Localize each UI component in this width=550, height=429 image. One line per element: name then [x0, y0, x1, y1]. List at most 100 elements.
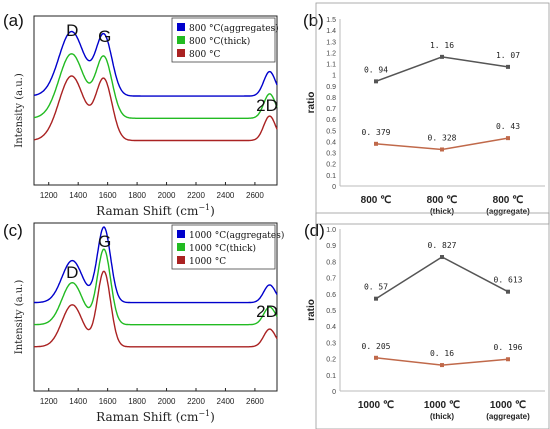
data-label: 0. 57 — [364, 283, 388, 292]
y-tick-label: 1.2 — [326, 50, 336, 57]
category-label: 800 ℃ — [361, 195, 392, 206]
y-tick-label: 1.0 — [326, 227, 336, 234]
x-axis-label-sup: −1 — [198, 203, 210, 212]
y-tick-label: 0.9 — [326, 243, 336, 250]
data-point — [506, 64, 510, 69]
series-line — [34, 270, 278, 348]
y-axis-label: Intensity (a.u.) — [14, 73, 25, 148]
panel-label-a: (a) — [3, 11, 24, 30]
legend-box — [171, 224, 276, 270]
series-line — [33, 30, 278, 97]
x-tick-label: 2000 — [158, 191, 176, 200]
y-tick-label: 1.1 — [326, 62, 336, 69]
x-axis-label-sup: −1 — [198, 409, 210, 418]
data-point — [440, 363, 444, 368]
category-sublabel: (thick) — [430, 412, 454, 421]
peak-label-2D: 2D — [256, 302, 278, 321]
x-tick-label: 2600 — [246, 191, 264, 200]
x-tick-label: 1400 — [69, 397, 87, 406]
peak-label-2D: 2D — [256, 96, 278, 115]
y-tick-label: 0.2 — [326, 162, 336, 169]
data-label: 1. 07 — [496, 51, 520, 60]
y-axis-label: ratio — [306, 299, 317, 321]
x-axis-label: Raman Shift (cm−1) — [96, 409, 215, 424]
data-label: 0. 827 — [428, 241, 457, 250]
x-tick-label: 2200 — [187, 397, 205, 406]
panel-label-d: (d) — [304, 221, 325, 240]
panel-label-b: (b) — [303, 11, 324, 30]
data-label: 0. 613 — [494, 276, 523, 285]
series-line — [34, 226, 278, 304]
legend-swatch — [177, 243, 185, 251]
x-tick-label: 2000 — [158, 397, 176, 406]
y-tick-label: 0.6 — [326, 117, 336, 124]
data-label: 1. 16 — [430, 41, 454, 50]
peak-label-G: G — [98, 27, 111, 46]
category-label: 800 ℃ — [493, 195, 524, 206]
data-label: 0. 94 — [364, 65, 388, 74]
legend-entry: 800 °C(aggregates) — [189, 23, 279, 34]
legend-entry: 1000 °C(thick) — [189, 243, 256, 254]
y-axis-label: Intensity (a.u.) — [14, 280, 25, 355]
plot-frame — [33, 15, 278, 186]
y-tick-label: 0.5 — [326, 128, 336, 135]
category-sublabel: (aggregate) — [486, 412, 530, 421]
x-axis-label-text: Raman Shift (cm — [96, 204, 199, 218]
x-tick-label: 1800 — [128, 397, 146, 406]
y-tick-label: 0.2 — [326, 357, 336, 364]
data-point — [506, 357, 510, 362]
y-tick-label: 0.4 — [326, 139, 336, 146]
x-axis-label: Raman Shift (cm−1) — [96, 203, 215, 218]
series-line — [34, 248, 278, 326]
x-tick-label: 1200 — [40, 191, 58, 200]
data-label: 0. 43 — [496, 122, 520, 131]
y-tick-label: 0.3 — [326, 340, 336, 347]
category-label: 1000 ℃ — [490, 400, 526, 411]
legend-box — [171, 17, 276, 63]
legend-entry: 1000 °C — [189, 257, 226, 267]
x-axis-label-text: Raman Shift (cm — [96, 410, 199, 424]
legend-swatch — [177, 256, 185, 264]
data-point — [374, 296, 378, 301]
x-tick-label: 1600 — [99, 191, 117, 200]
category-sublabel: (thick) — [430, 207, 454, 216]
raman-panel-a: 1200 1400 1600 1800 2000 2200 2400 2600 Raman Sh… — [14, 15, 279, 218]
y-tick-label: 0.9 — [326, 84, 336, 91]
legend-entry: 800 °C — [189, 50, 221, 60]
y-tick-label: 1 — [332, 73, 336, 80]
legend-entry: 1000 °C(aggregates) — [189, 230, 284, 241]
category-label: 1000 ℃ — [424, 400, 460, 411]
legend-swatch — [177, 230, 185, 238]
data-label: 0. 16 — [430, 349, 454, 358]
y-tick-label: 0.3 — [326, 151, 336, 158]
plot-frame — [33, 222, 278, 392]
data-point — [440, 255, 444, 260]
x-axis-label-close: ) — [210, 410, 215, 424]
data-point — [506, 136, 510, 141]
data-label: 0. 205 — [362, 342, 391, 351]
data-point — [440, 147, 444, 152]
y-tick-label: 1.4 — [326, 28, 336, 35]
y-tick-label: 0.7 — [326, 276, 336, 283]
x-tick-label: 1400 — [69, 191, 87, 200]
x-tick-label: 1200 — [40, 397, 58, 406]
category-label: 800 ℃ — [427, 195, 458, 206]
x-tick-label: 1600 — [99, 397, 117, 406]
data-point — [374, 79, 378, 84]
legend-swatch — [177, 36, 185, 44]
panel-label-c: (c) — [3, 221, 23, 240]
legend-swatch — [177, 23, 185, 31]
data-point — [440, 54, 444, 59]
data-label: 0. 379 — [362, 128, 391, 137]
series-line — [375, 256, 509, 300]
data-label: 0. 196 — [494, 343, 523, 352]
peak-label-G: G — [98, 232, 111, 251]
x-tick-label: 2200 — [187, 191, 205, 200]
data-point — [374, 355, 378, 360]
series-line — [375, 56, 509, 83]
ratio-panel-b: 0 0.1 0.2 0.3 0.4 0.5 0.6 0.7 0.8 0.9 1 1.1 1.2 1.3 1.… — [306, 2, 550, 225]
y-tick-label: 0.7 — [326, 106, 336, 113]
y-tick-label: 0.8 — [326, 95, 336, 102]
legend-swatch — [177, 49, 185, 57]
